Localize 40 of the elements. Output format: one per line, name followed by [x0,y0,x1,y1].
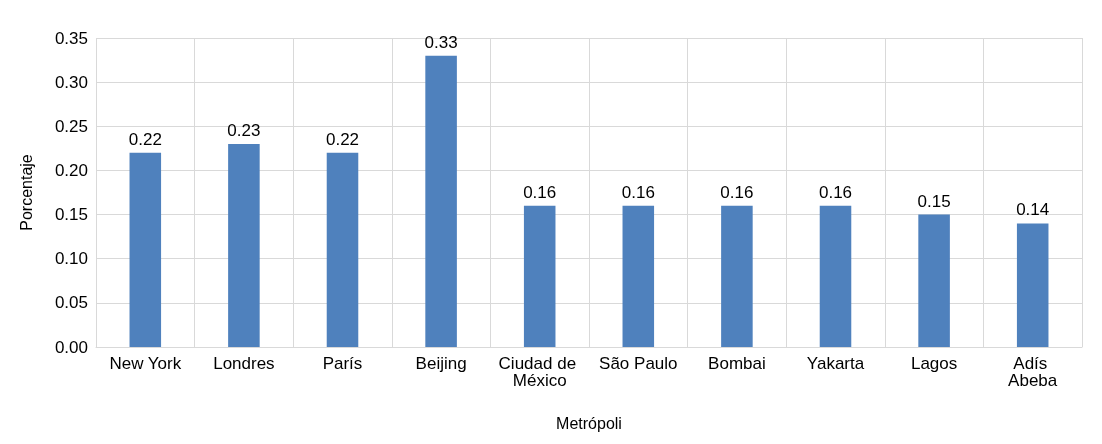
bar [523,205,556,347]
data-label: 0.15 [917,191,951,211]
y-tick-label: 0.05 [54,293,88,313]
x-tick-label: Londres [213,354,275,373]
bar [622,205,655,347]
x-tick-label: New York [109,354,182,373]
x-tick-label: París [322,354,363,373]
data-label: 0.16 [818,182,853,202]
y-tick-label: 0.20 [54,160,88,180]
bar [721,205,753,347]
data-label: 0.23 [227,120,261,140]
y-tick-label: 0.35 [54,28,88,48]
data-label: 0.22 [325,129,360,149]
y-tick-label: 0.30 [54,72,88,92]
y-tick-label: 0.15 [54,205,88,225]
data-label: 0.14 [1016,200,1050,220]
x-tick-label: Ciudad de México [498,354,581,390]
data-label: 0.16 [720,182,754,202]
x-tick-label: Adís Abeba [1008,354,1058,390]
bar [129,152,162,347]
data-label: 0.16 [523,182,557,202]
x-tick-label: São Paulo [599,354,678,373]
data-label: 0.33 [424,32,458,52]
x-tick-label: Beijing [415,354,467,373]
y-tick-label: 0.25 [54,116,88,136]
bar [228,143,260,347]
x-tick-label: Lagos [910,354,958,373]
y-tick-label: 0.00 [54,337,88,357]
bar [326,152,359,347]
bar [425,55,457,347]
bar [918,214,950,347]
x-tick-label: Yakarta [806,354,865,373]
x-tick-label: Bombai [708,354,766,373]
bar [819,205,852,347]
y-tick-label: 0.10 [54,249,88,269]
bar [1016,223,1049,347]
data-label: 0.22 [128,129,162,149]
x-axis-title: Metrópoli [556,414,622,432]
data-label: 0.16 [621,182,655,202]
y-axis-title: Porcentaje [17,154,35,231]
